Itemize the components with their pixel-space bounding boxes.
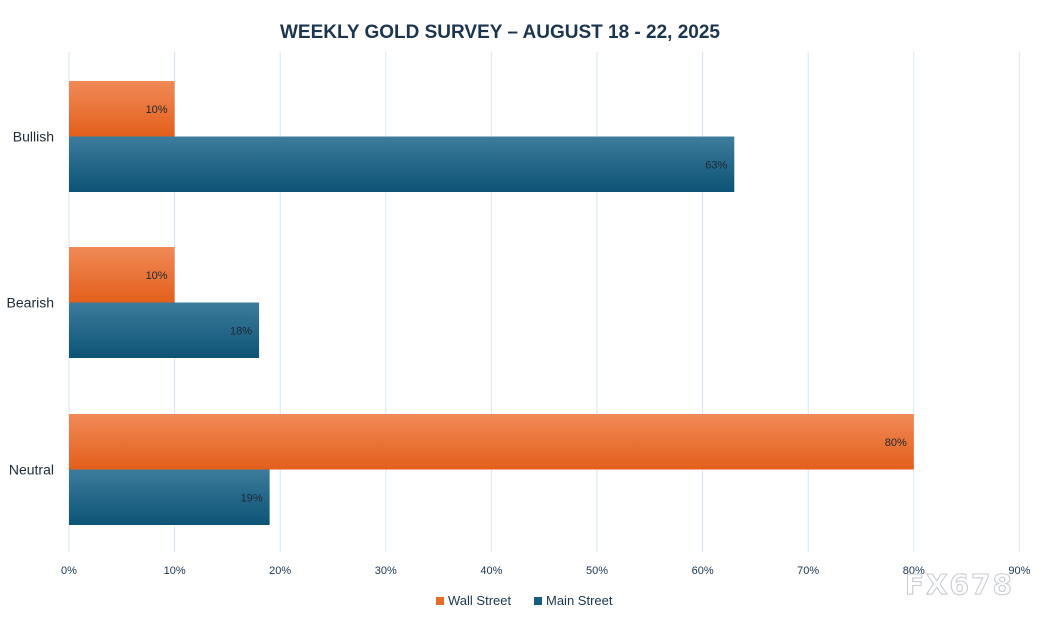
legend-swatch — [436, 597, 444, 605]
watermark-logo: FX678 — [905, 568, 1014, 601]
x-tick-label: 30% — [375, 565, 397, 577]
category-labels: Bullish Bearish Neutral — [7, 129, 54, 478]
bar-wall-street — [69, 414, 914, 470]
x-tick-label: 70% — [797, 565, 819, 577]
x-tick-label: 60% — [692, 565, 714, 577]
x-tick-label: 40% — [480, 565, 502, 577]
category-label: Neutral — [9, 462, 54, 478]
legend-label: Wall Street — [448, 593, 511, 608]
x-tick-label: 50% — [586, 565, 608, 577]
bar-wall-street — [69, 247, 175, 303]
x-tick-label: 0% — [61, 565, 77, 577]
bar-wall-street — [69, 81, 175, 137]
data-label: 80% — [885, 437, 907, 449]
x-tick-label: 90% — [1008, 565, 1030, 577]
x-tick-label: 20% — [269, 565, 291, 577]
x-tick-label: 10% — [164, 565, 186, 577]
data-label: 10% — [146, 104, 168, 116]
bars: 10% 63% 10% 18% 80% 19% — [69, 81, 914, 525]
x-tick-label: 80% — [903, 565, 925, 577]
legend-label: Main Street — [546, 593, 613, 608]
bar-main-street — [69, 469, 270, 525]
data-label: 10% — [146, 270, 168, 282]
chart-title: WEEKLY GOLD SURVEY – AUGUST 18 - 22, 202… — [280, 22, 720, 43]
category-label: Bearish — [7, 295, 54, 311]
data-label: 18% — [230, 325, 252, 337]
legend-swatch — [534, 597, 542, 605]
bar-main-street — [69, 136, 735, 192]
x-axis-ticks: 0% 10% 20% 30% 40% 50% 60% 70% 80% 90% — [61, 565, 1031, 577]
category-label: Bullish — [13, 129, 54, 145]
data-label: 19% — [241, 492, 263, 504]
data-label: 63% — [705, 159, 727, 171]
bar-main-street — [69, 302, 260, 358]
legend: Wall Street Main Street — [436, 593, 613, 608]
